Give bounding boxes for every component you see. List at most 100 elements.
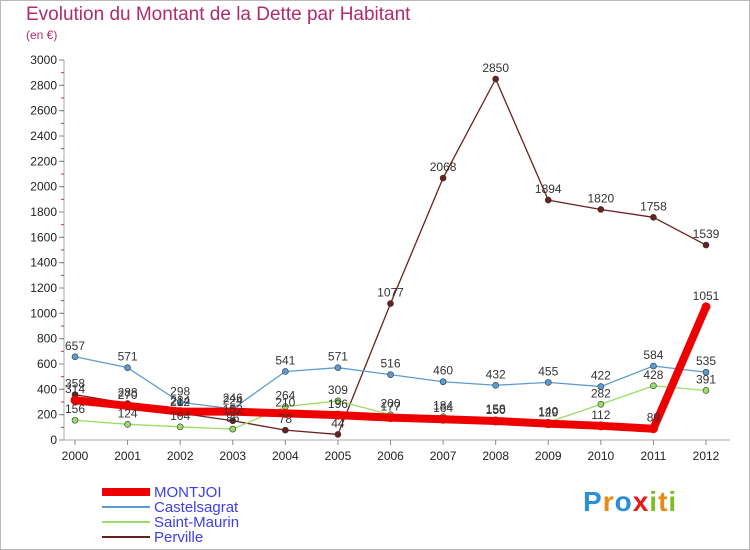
y-tick-label: 2000 xyxy=(30,180,57,194)
data-point xyxy=(176,398,184,406)
data-point xyxy=(175,407,185,417)
data-point xyxy=(387,371,394,378)
data-label: 44 xyxy=(331,416,345,430)
data-point xyxy=(334,431,342,438)
series-lines xyxy=(71,78,710,436)
x-tick-label: 2005 xyxy=(325,449,352,463)
data-point xyxy=(650,382,657,390)
x-tick-label: 2008 xyxy=(482,449,509,463)
data-label: 428 xyxy=(643,368,663,382)
data-label: 150 xyxy=(486,403,506,417)
series-points xyxy=(70,75,711,438)
data-label: 1894 xyxy=(535,182,562,196)
data-label: 86 xyxy=(226,411,240,425)
data-point xyxy=(228,407,238,417)
data-label: 270 xyxy=(118,388,138,402)
data-point xyxy=(386,413,395,423)
logo-letter: P xyxy=(583,486,603,517)
data-point xyxy=(282,368,289,375)
x-tick-label: 2004 xyxy=(272,449,299,463)
data-point xyxy=(71,416,79,424)
data-point xyxy=(124,364,131,371)
data-label: 541 xyxy=(275,353,295,367)
data-point xyxy=(544,379,552,386)
y-tick-label: 2400 xyxy=(30,129,57,143)
y-tick-label: 1000 xyxy=(30,306,57,320)
data-point xyxy=(492,75,499,83)
data-point xyxy=(71,353,79,361)
data-label: 89 xyxy=(647,411,661,425)
data-point xyxy=(282,426,289,434)
data-label: 196 xyxy=(328,397,348,411)
data-point xyxy=(439,174,447,182)
data-label: 657 xyxy=(65,339,85,353)
data-point xyxy=(596,421,606,431)
logo-letter: i xyxy=(649,486,659,517)
data-point xyxy=(229,417,237,425)
x-tick-label: 2009 xyxy=(535,449,562,463)
proxiti-logo: Proxiti xyxy=(583,486,677,518)
data-point xyxy=(229,425,237,433)
data-point xyxy=(650,214,657,221)
data-point xyxy=(280,408,290,418)
x-tick-label: 2011 xyxy=(641,449,667,463)
data-label: 224 xyxy=(170,394,190,408)
data-label: 1820 xyxy=(587,191,614,205)
data-label: 2850 xyxy=(482,61,509,75)
data-label: 314 xyxy=(65,382,85,396)
data-label: 177 xyxy=(380,400,400,414)
data-labels: 314 270 224 224 210 196 177 164 150 129 112 89 1051 6… xyxy=(65,61,720,430)
data-point xyxy=(597,206,605,213)
legend-label: Saint-Maurin xyxy=(154,514,239,531)
data-point xyxy=(334,364,342,371)
data-point xyxy=(491,416,501,426)
logo-letter: r xyxy=(602,486,615,517)
y-tick-label: 2600 xyxy=(30,104,57,118)
data-point xyxy=(543,419,553,429)
data-point xyxy=(439,378,447,386)
data-point xyxy=(648,424,658,434)
x-tick-label: 2010 xyxy=(587,449,614,463)
data-label: 156 xyxy=(65,402,85,416)
data-point xyxy=(544,196,552,204)
data-label: 2068 xyxy=(430,160,457,174)
data-label: 1051 xyxy=(693,289,720,303)
data-label: 104 xyxy=(170,409,190,423)
data-label: 224 xyxy=(223,394,243,408)
x-tick-label: 2006 xyxy=(377,449,404,463)
data-label: 432 xyxy=(486,367,506,381)
data-label: 78 xyxy=(279,412,293,426)
legend-label: Perville xyxy=(154,529,203,546)
data-label: 246 xyxy=(223,391,243,405)
data-label: 455 xyxy=(538,364,558,378)
data-point xyxy=(702,368,710,376)
y-tick-label: 2200 xyxy=(30,154,57,168)
data-point xyxy=(176,423,184,431)
data-point xyxy=(333,410,343,420)
x-tick-label: 2007 xyxy=(430,449,457,463)
data-label: 288 xyxy=(118,386,138,400)
data-label: 422 xyxy=(591,369,611,383)
logo-letter: o xyxy=(614,486,633,517)
data-label: 212 xyxy=(170,395,190,409)
logo-letter: i xyxy=(668,486,678,517)
data-point xyxy=(123,401,133,411)
data-label: 309 xyxy=(328,383,348,397)
data-point xyxy=(650,362,657,370)
data-label: 1077 xyxy=(377,286,404,300)
data-point xyxy=(702,387,710,394)
data-label: 571 xyxy=(328,350,348,364)
data-label: 1758 xyxy=(640,199,667,213)
y-tick-label: 400 xyxy=(37,382,57,396)
y-tick-label: 1600 xyxy=(30,230,57,244)
data-label: 184 xyxy=(433,399,453,413)
data-point xyxy=(702,241,710,249)
logo-letter: x xyxy=(632,486,650,517)
data-label: 140 xyxy=(538,404,558,418)
x-tick-label: 2012 xyxy=(693,449,720,463)
data-point xyxy=(701,302,711,312)
data-label: 152 xyxy=(223,403,243,417)
